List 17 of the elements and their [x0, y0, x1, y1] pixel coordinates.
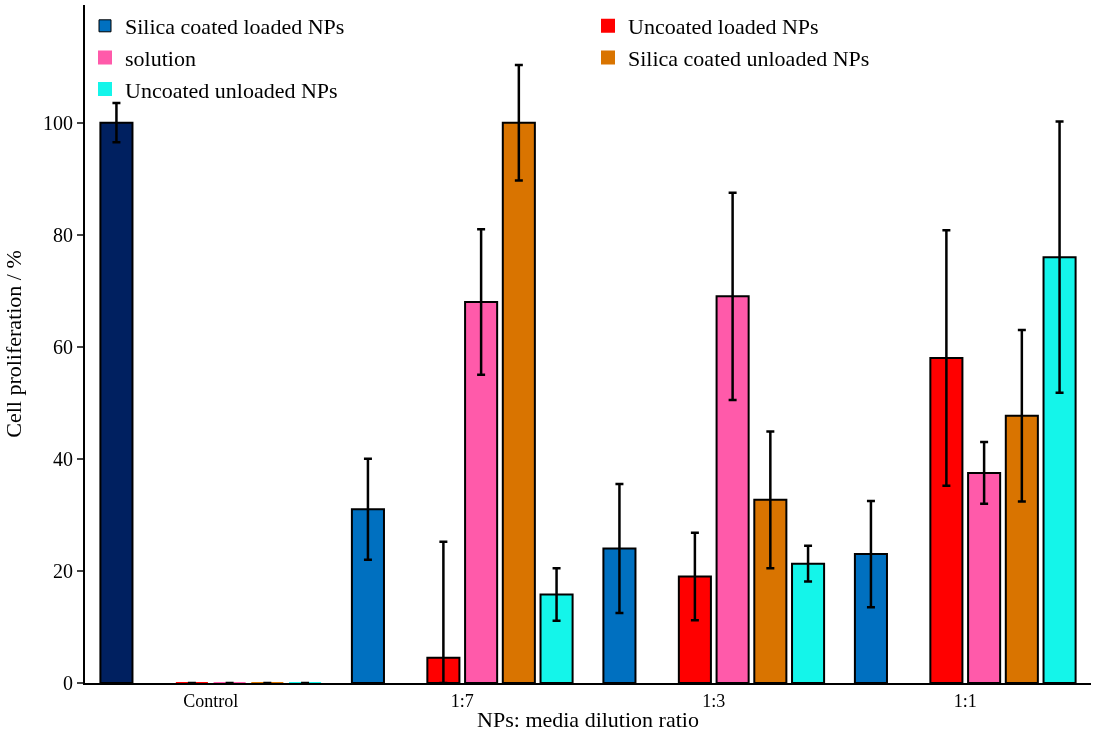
legend-label: Silica coated loaded NPs [125, 14, 345, 40]
legend-label: Uncoated unloaded NPs [125, 77, 338, 103]
x-tick-label: 1:3 [702, 690, 726, 711]
legend-label: solution [125, 45, 196, 71]
y-axis-title: Cell proliferation / % [1, 250, 27, 438]
x-tick-label: 1:1 [953, 690, 977, 711]
x-tick-label: 1:7 [450, 690, 474, 711]
x-tick-label: Control [183, 690, 239, 711]
legend-label: Uncoated loaded NPs [628, 14, 819, 40]
y-tick-label: 60 [53, 335, 73, 358]
y-tick-label: 20 [53, 559, 73, 582]
legend-label: Silica coated unloaded NPs [628, 45, 870, 71]
y-tick-label: 0 [63, 672, 73, 694]
y-tick-label: 80 [53, 223, 73, 246]
y-tick-label: 40 [53, 447, 73, 470]
y-tick-label: 100 [43, 111, 73, 134]
x-axis-title: NPs: media dilution ratio [477, 707, 699, 732]
